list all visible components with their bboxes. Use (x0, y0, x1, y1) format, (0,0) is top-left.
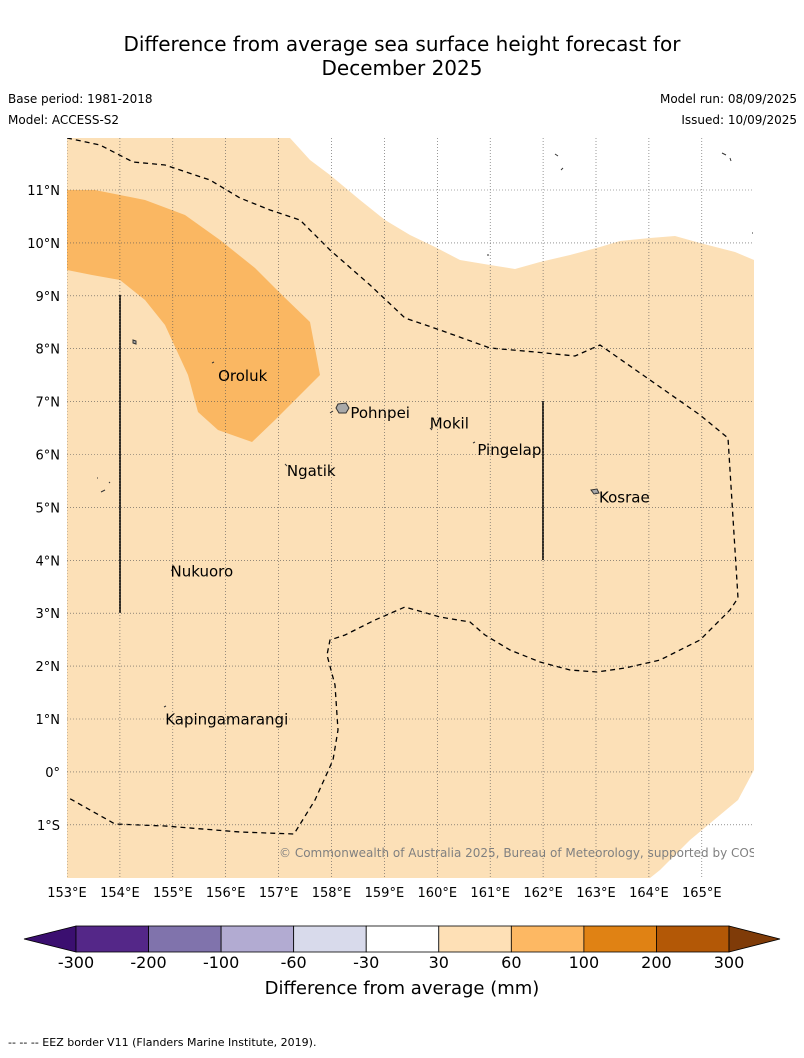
latitude-tick-label: 2°N (36, 660, 61, 675)
color-bar-segment (583, 925, 657, 953)
color-bar-segment (365, 925, 440, 953)
longitude-tick-label: 155°E (153, 886, 193, 901)
map-area: Oroluk Pohnpei Mokil Pingelap Ngatik Kosrae Nu… (67, 138, 784, 878)
longitude-tick-label: 162°E (523, 886, 563, 901)
graticule (67, 138, 754, 878)
small-islet (132, 339, 137, 345)
eez-footnote: -- -- -- EEZ border V11 (Flanders Marine… (8, 1036, 317, 1049)
pohnpei-island (335, 402, 350, 414)
longitude-tick-label: 154°E (100, 886, 140, 901)
eez-border-fsm-north (67, 138, 739, 835)
latitude-tick-label: 6°N (36, 449, 61, 464)
color-bar-segment (293, 925, 367, 953)
latitude-tick-label: 10°N (27, 237, 60, 252)
latitude-tick-label: 5°N (36, 501, 61, 516)
color-bar-segment (75, 925, 149, 953)
longitude-tick-label: 158°E (312, 886, 352, 901)
anomaly-region-60-100 (67, 190, 320, 442)
color-bar-tick-label: -300 (57, 953, 95, 972)
model-run: Model run: 08/09/2025 (659, 92, 797, 106)
color-bar-title: Difference from average (mm) (264, 978, 540, 999)
color-bar-tick-label: -30 (353, 953, 380, 972)
latitude-tick-label: 4°N (36, 554, 61, 569)
place-label-ngatik: Ngatik (287, 462, 336, 480)
color-bar-tick-label: 60 (501, 953, 522, 972)
title-line-1: Difference from average sea surface heig… (123, 32, 681, 56)
color-bar-tick-label: -100 (202, 953, 240, 972)
place-label-nukuoro: Nukuoro (171, 563, 234, 581)
longitude-tick-label: 153°E (47, 886, 87, 901)
color-bar-segment (148, 925, 222, 953)
latitude-tick-label: 9°N (36, 290, 61, 305)
color-bar-segment (438, 925, 512, 953)
latitude-tick-label: 7°N (36, 396, 61, 411)
model-name: Model: ACCESS-S2 (8, 113, 120, 127)
longitude-tick-label: 157°E (259, 886, 299, 901)
color-bar-tick-label: 100 (568, 953, 600, 972)
place-label-pohnpei: Pohnpei (350, 404, 410, 422)
place-label-pingelap: Pingelap (477, 441, 541, 459)
issued-date: Issued: 10/09/2025 (681, 113, 797, 127)
kosrae-island (590, 488, 600, 495)
latitude-tick-label: 0° (45, 766, 60, 781)
color-bar-tick-label: 200 (641, 953, 672, 972)
place-label-kosrae: Kosrae (599, 489, 650, 507)
latitude-tick-label: 8°N (36, 343, 61, 358)
chart-title: Difference from average sea surface heig… (0, 32, 804, 80)
color-bar-extend-low (23, 925, 77, 953)
latitude-tick-label: 1°S (37, 819, 60, 834)
color-bar-segment (220, 925, 295, 953)
place-label-kapingamarangi: Kapingamarangi (165, 711, 288, 729)
longitude-tick-label: 160°E (418, 886, 458, 901)
longitude-tick-label: 161°E (470, 886, 510, 901)
color-bar-extend-high (728, 925, 781, 953)
longitude-tick-label: 159°E (365, 886, 405, 901)
copyright-notice: © Commonwealth of Australia 2025, Bureau… (279, 846, 784, 860)
latitude-labels: 11°N 10°N 9°N 8°N 7°N 6°N 5°N 4°N 3°N 2°N 1°N 0° 1°S (27, 184, 60, 834)
title-line-2: December 2025 (321, 56, 483, 80)
color-bar-tick-label: 300 (713, 953, 745, 972)
color-bar-segment (656, 925, 730, 953)
latitude-tick-label: 1°N (36, 713, 61, 728)
longitude-tick-label: 163°E (576, 886, 616, 901)
longitude-tick-label: 164°E (629, 886, 669, 901)
color-bar-tick-label: -200 (130, 953, 167, 972)
longitude-tick-label: 165°E (682, 886, 722, 901)
latitude-tick-label: 11°N (27, 184, 60, 199)
base-period: Base period: 1981-2018 (8, 92, 153, 106)
color-bar-tick-label: -60 (280, 953, 307, 972)
color-bar-segment (510, 925, 585, 953)
latitude-tick-label: 3°N (36, 607, 61, 622)
color-bar (23, 925, 781, 953)
longitude-labels: 153°E 154°E 155°E 156°E 157°E 158°E 159°E 160°E… (47, 886, 721, 901)
longitude-tick-label: 156°E (206, 886, 246, 901)
place-label-mokil: Mokil (430, 414, 469, 432)
place-labels: Oroluk Pohnpei Mokil Pingelap Ngatik Kosrae Nu… (165, 367, 649, 729)
color-bar-tick-label: 30 (428, 953, 449, 972)
place-label-oroluk: Oroluk (218, 367, 267, 385)
